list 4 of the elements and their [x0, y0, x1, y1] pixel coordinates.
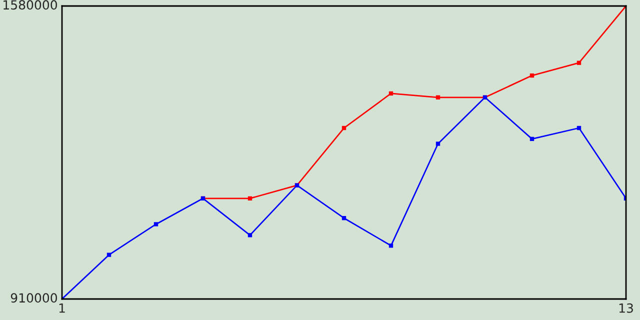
y-tick-label: 910000 [10, 293, 57, 303]
x-tick-label: 1 [59, 304, 65, 313]
x-tick-label: 13 [619, 303, 633, 313]
y-tick-label: 1580000 [4, 0, 57, 10]
